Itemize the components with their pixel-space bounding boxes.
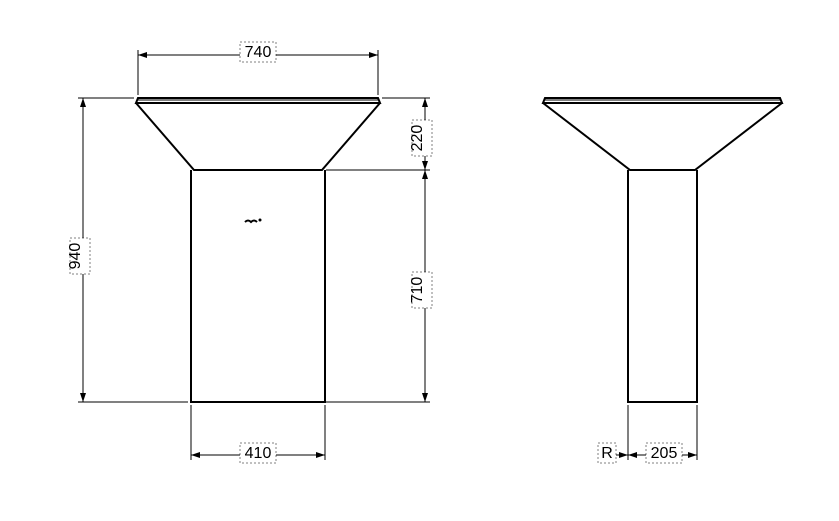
dim-410: 410 xyxy=(191,405,325,463)
dim-205-label: 205 xyxy=(651,445,678,462)
side-view xyxy=(543,98,782,402)
dim-740: 740 xyxy=(138,42,378,95)
front-view xyxy=(136,98,380,402)
dim-740-label: 740 xyxy=(245,44,272,61)
dim-R: R xyxy=(598,443,628,463)
dim-410-label: 410 xyxy=(245,445,272,462)
dim-R-label: R xyxy=(601,445,613,462)
dim-220-label: 220 xyxy=(409,125,426,152)
dim-220: 220 xyxy=(326,98,432,170)
fixture-mark xyxy=(245,219,262,223)
dim-205: 205 xyxy=(628,405,697,463)
dim-710: 710 xyxy=(326,170,432,402)
dim-710-label: 710 xyxy=(409,277,426,304)
dim-940-label: 940 xyxy=(67,243,84,270)
